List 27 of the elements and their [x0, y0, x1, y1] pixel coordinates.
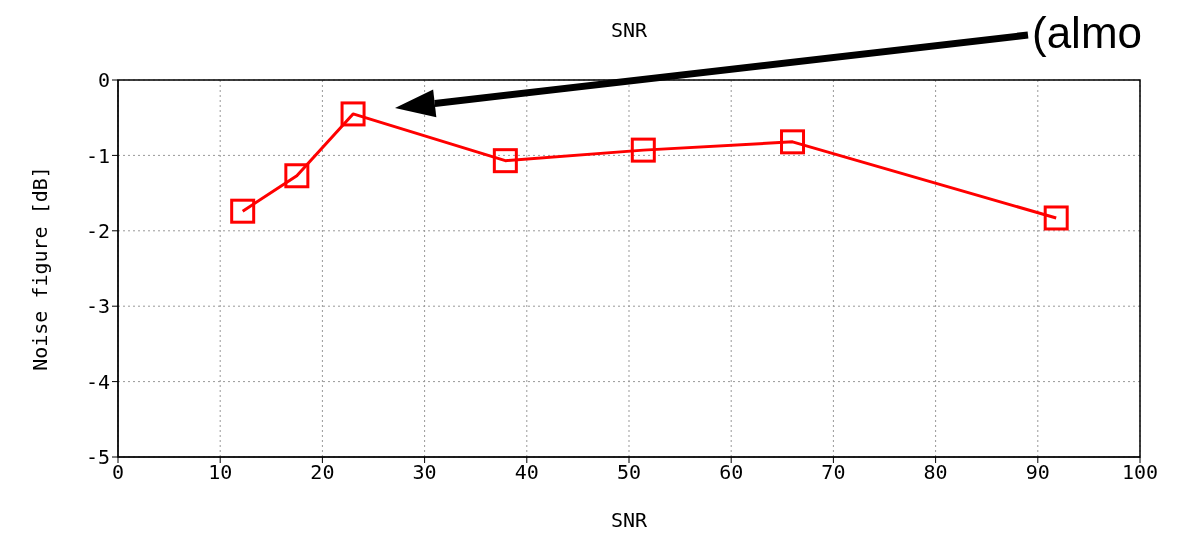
x-tick-label: 10 [208, 460, 233, 485]
y-tick-label: 0 [97, 68, 110, 93]
x-tick-label: 20 [310, 460, 335, 485]
text: (almo [1032, 8, 1143, 58]
y-tick-label: -5 [85, 445, 110, 470]
x-tick-label: 50 [616, 460, 642, 485]
y-tick-label: -1 [85, 143, 110, 168]
x-tick-label: 60 [719, 460, 744, 485]
y-tick-label: -2 [85, 218, 110, 243]
x-tick-label: 100 [1121, 460, 1159, 485]
x-tick-label: 80 [923, 460, 948, 485]
x-tick-label: 40 [514, 460, 539, 485]
point [284, 163, 310, 189]
x-tick-label: 70 [821, 460, 846, 485]
x-tick-label: 30 [412, 460, 437, 485]
x-tick-label: 90 [1025, 460, 1050, 485]
y-axis-title: Noise figure [dB] [28, 166, 53, 371]
point [1043, 205, 1069, 231]
x-axis-title: SNR [610, 508, 649, 532]
chart-title: SNR [610, 18, 648, 42]
point [780, 129, 806, 155]
point [340, 101, 366, 127]
y-tick-label: -3 [85, 294, 110, 319]
point [492, 148, 518, 174]
point [630, 137, 656, 163]
point [230, 198, 256, 224]
y-tick-label: -4 [85, 369, 110, 394]
